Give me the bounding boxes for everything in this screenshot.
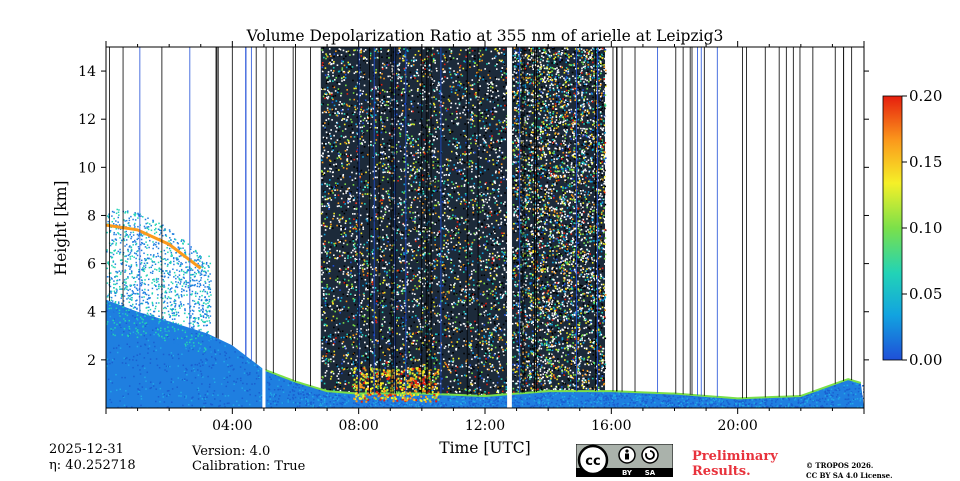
y-tick-label: 12 [78,112,96,128]
colorbar-tick-label: 0.15 [909,153,942,171]
colorbar-tick-label: 0.05 [909,285,942,303]
y-tick-label: 10 [78,160,96,176]
footer-eta: η: 40.252718 [49,458,136,473]
colorbar [883,96,902,360]
cc-license-badge: cc BY SA [576,444,673,477]
y-axis-label: Height [km] [52,181,70,276]
colorbar-tick-label: 0.10 [909,219,942,237]
x-tick-label: 04:00 [212,418,252,434]
x-tick-label: 16:00 [591,418,631,434]
data-gap [262,47,265,408]
colorbar-tick-label: 0.00 [909,351,942,369]
y-tick-label: 6 [87,257,96,273]
y-tick-label: 2 [87,353,96,369]
x-tick-label: 20:00 [717,418,757,434]
copyright-notice: © TROPOS 2026. CC BY SA 4.0 License. [806,461,893,481]
cc-icon: cc [585,454,600,469]
y-tick-label: 8 [87,208,96,224]
footer-calibration: Calibration: True [192,459,305,474]
y-tick-label: 4 [87,305,96,321]
x-axis-label: Time [UTC] [439,439,530,457]
footer-date: 2025-12-31 [49,442,124,457]
footer-version: Version: 4.0 [192,444,270,459]
y-tick-label: 14 [78,64,96,80]
colorbar-tick-label: 0.20 [909,87,942,105]
preliminary-results-label: Preliminary Results. [692,449,778,479]
colorbar-ticks: 0.00 0.05 0.10 0.15 0.20 [902,87,942,369]
data-gap [507,47,512,408]
x-tick-label: 12:00 [465,418,505,434]
x-tick-label: 08:00 [338,418,378,434]
sa-icon [642,447,658,463]
